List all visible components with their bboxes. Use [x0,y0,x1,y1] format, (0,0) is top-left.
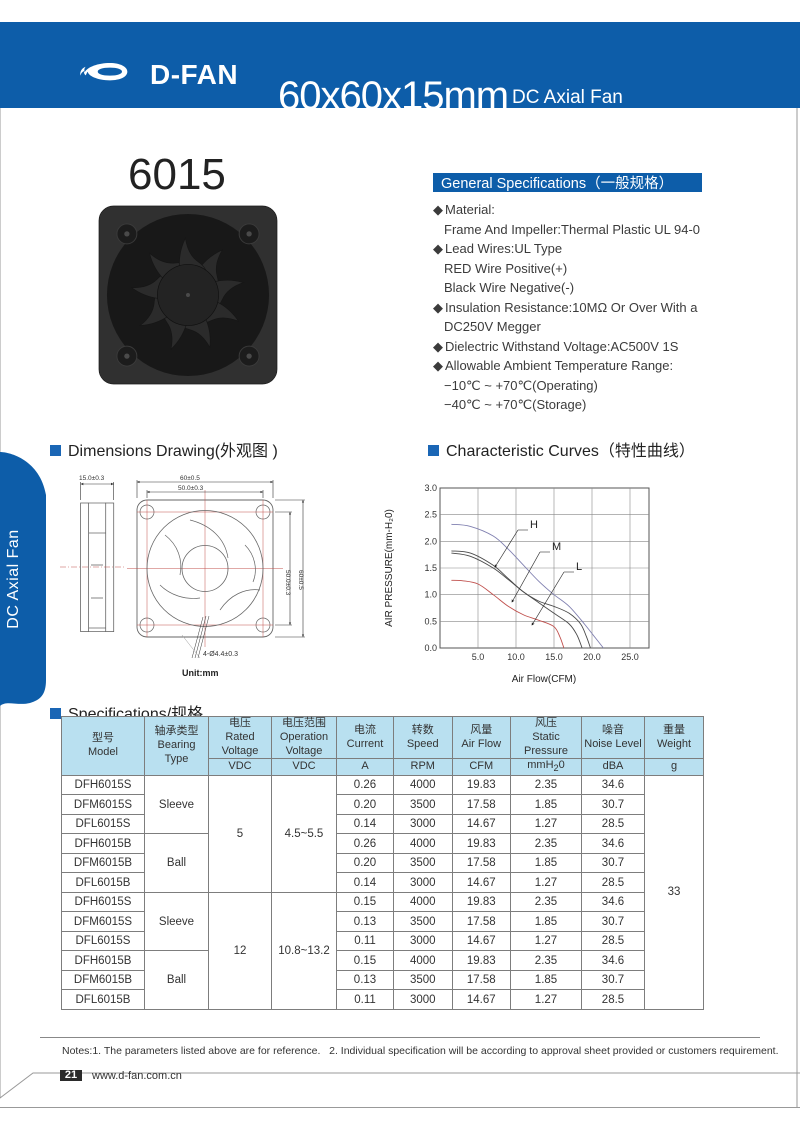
svg-text:50.0±0.3: 50.0±0.3 [178,485,204,492]
svg-text:0.5: 0.5 [424,616,437,626]
svg-text:25.0: 25.0 [621,652,639,662]
svg-text:1.5: 1.5 [424,563,437,573]
svg-text:5.0: 5.0 [472,652,485,662]
svg-text:2.5: 2.5 [424,510,437,520]
svg-text:15.0±0.3: 15.0±0.3 [79,475,105,482]
svg-text:10.0: 10.0 [507,652,525,662]
svg-text:M: M [552,541,561,553]
svg-text:H: H [530,519,538,531]
svg-text:Unit:mm: Unit:mm [182,668,219,678]
svg-text:L: L [576,561,582,573]
svg-text:4-Ø4.4±0.3: 4-Ø4.4±0.3 [203,651,238,658]
svg-text:Air Flow(CFM): Air Flow(CFM) [512,674,576,685]
svg-text:50.0±0.3: 50.0±0.3 [284,570,291,596]
svg-text:AIR PRESSURE(mm-H₂0): AIR PRESSURE(mm-H₂0) [384,509,395,627]
svg-text:2.0: 2.0 [424,536,437,546]
svg-text:3.0: 3.0 [424,483,437,493]
svg-text:20.0: 20.0 [583,652,601,662]
svg-text:0.0: 0.0 [424,643,437,653]
svg-text:15.0: 15.0 [545,652,563,662]
svg-text:60±0.5: 60±0.5 [180,475,200,482]
svg-text:60±0.5: 60±0.5 [297,570,304,590]
svg-text:1.0: 1.0 [424,590,437,600]
